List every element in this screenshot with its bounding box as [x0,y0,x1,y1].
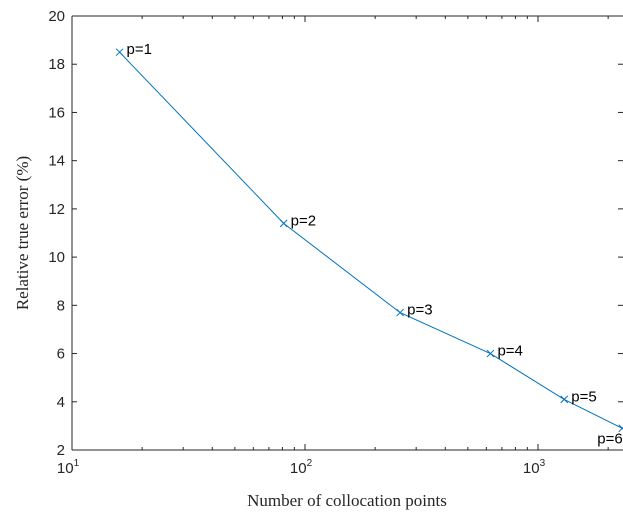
point-label: p=3 [407,302,432,319]
y-tick-label: 2 [57,442,65,459]
series-layer [115,48,623,433]
marker-stroke [396,308,404,317]
data-point-marker [396,308,404,317]
data-point-marker [279,219,288,228]
data-point-marker [115,48,124,57]
y-tick-label: 20 [48,8,65,25]
y-axis-title: Relative true error (%) [13,156,32,310]
x-tick-label: 102 [290,458,313,477]
y-tick-label: 14 [48,153,65,170]
y-tick-label: 4 [57,394,65,411]
x-tick-label: 101 [57,458,80,477]
series-line [119,51,623,429]
labels-layer: p=1 p=2 p=3 p=4 p=5 p=6 [127,41,623,447]
y-tick-label: 16 [48,104,65,121]
y-tick-label: 10 [48,249,65,266]
x-axis-title: Number of collocation points [247,491,447,510]
point-label: p=2 [291,212,316,229]
marker-stroke [560,395,569,404]
data-point-marker [560,395,569,404]
y-tick-label: 6 [57,346,65,363]
marker-stroke [279,219,288,228]
point-label: p=4 [497,343,522,360]
point-label: p=5 [571,388,596,405]
data-point-marker [618,424,623,433]
marker-stroke [486,349,495,358]
x-tick-label: 103 [523,458,546,477]
ticks-layer: 2 4 6 8 10 12 14 16 18 20 101 102 103 [48,8,623,477]
point-label: p=1 [127,41,152,58]
marker-stroke [115,48,124,57]
marker-stroke [618,426,623,433]
y-tick-label: 12 [48,201,65,218]
data-point-marker [486,349,495,358]
point-label: p=6 [597,430,622,447]
y-tick-label: 8 [57,297,65,314]
y-tick-label: 18 [48,56,65,73]
